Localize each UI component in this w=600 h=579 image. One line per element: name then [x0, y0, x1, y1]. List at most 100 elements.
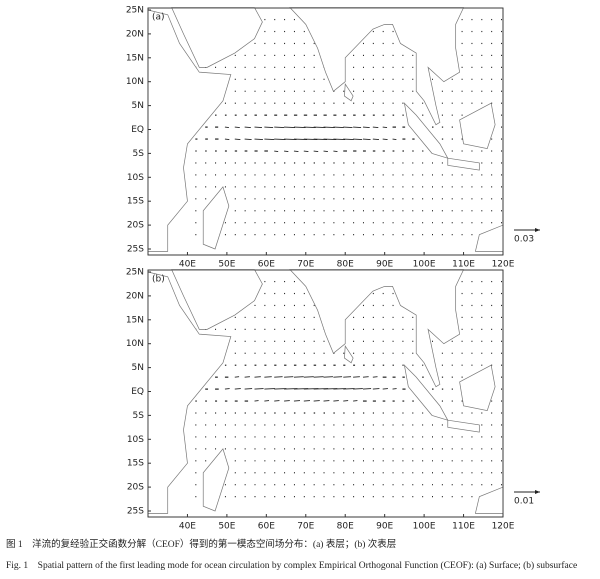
lat-label: 15N: [126, 53, 144, 63]
lon-label: 110E: [452, 260, 475, 270]
vector: [293, 400, 300, 402]
reference-arrowhead: [535, 490, 540, 494]
vector: [333, 126, 344, 129]
vector: [254, 388, 264, 390]
vector: [323, 150, 328, 152]
lat-label: 5S: [133, 149, 145, 159]
land: [289, 269, 465, 388]
vector: [343, 388, 355, 390]
vector: [244, 388, 253, 390]
lon-label: 40E: [179, 522, 196, 532]
vector: [303, 376, 314, 378]
vector: [224, 126, 229, 129]
land: [202, 448, 230, 512]
lat-label: 20S: [127, 483, 144, 493]
vector: [303, 400, 310, 402]
lon-label: 80E: [337, 522, 354, 532]
lat-label: 10S: [127, 435, 144, 445]
caption-zh: 图 1 洋流的复经验正交函数分解（CEOF）得到的第一模态空间场分布：(a) 表…: [6, 538, 396, 550]
lat-label: 5N: [132, 101, 144, 111]
panel-border: [147, 269, 504, 518]
vector: [362, 138, 371, 141]
lon-label: 40E: [179, 260, 196, 270]
vector: [244, 376, 250, 378]
vector: [323, 376, 333, 378]
lon-label: 120E: [492, 522, 515, 532]
vector: [372, 388, 380, 390]
map-panel: (a) 25N 20N 15N 10N 5N EQ 5S 10S 15S 20S 25S 40E 50E 6…: [126, 6, 540, 270]
vector: [274, 138, 286, 141]
vector: [333, 150, 338, 152]
lat-label: EQ: [131, 387, 144, 397]
lon-label: 70E: [297, 260, 314, 270]
vector: [353, 388, 363, 390]
vector: [234, 376, 240, 378]
vector: [362, 388, 372, 390]
land: [344, 83, 354, 102]
reference-label: 0.03: [514, 235, 534, 245]
lat-label: 25S: [127, 245, 144, 255]
vector: [264, 126, 274, 129]
lon-label: 90E: [376, 522, 393, 532]
lon-label: 120E: [492, 260, 515, 270]
vector: [224, 388, 230, 390]
lat-label: 5S: [133, 411, 145, 421]
vector: [343, 400, 349, 402]
land: [171, 269, 263, 330]
vector: [313, 376, 324, 378]
vector: [313, 400, 320, 402]
lat-label: 10N: [126, 339, 144, 349]
lat-label: 25N: [126, 6, 144, 16]
vector: [343, 126, 353, 129]
lat-label: 25N: [126, 268, 144, 278]
vector: [254, 376, 261, 378]
vector: [392, 388, 397, 390]
lat-label: EQ: [131, 125, 144, 135]
vector: [333, 138, 346, 141]
vector: [244, 126, 251, 129]
lat-label: 20S: [127, 221, 144, 231]
vector: [293, 376, 304, 378]
land: [344, 345, 354, 364]
panel-label: (a): [152, 13, 165, 23]
vector: [382, 126, 388, 129]
lon-label: 60E: [258, 260, 275, 270]
vector: [284, 400, 290, 402]
lon-label: 90E: [376, 260, 393, 270]
land: [289, 7, 465, 126]
lon-label: 50E: [218, 522, 235, 532]
lat-label: 15N: [126, 315, 144, 325]
land: [147, 271, 232, 514]
land: [202, 186, 230, 250]
vector: [234, 138, 241, 141]
vector: [382, 138, 388, 141]
vector: [343, 376, 352, 378]
lon-label: 110E: [452, 522, 475, 532]
land: [147, 9, 232, 252]
vector: [372, 376, 378, 378]
vector: [313, 126, 326, 129]
reference-label: 0.01: [514, 497, 534, 507]
lat-label: 20N: [126, 29, 144, 39]
caption-en: Fig. 1 Spatial pattern of the first lead…: [6, 560, 577, 571]
vector: [343, 138, 354, 141]
vector: [382, 388, 388, 390]
vector: [274, 150, 279, 152]
lat-label: 5N: [132, 363, 144, 373]
vector: [392, 138, 397, 141]
vector: [353, 126, 362, 129]
vector: [313, 150, 319, 152]
lat-label: 10N: [126, 77, 144, 87]
panel-label: (b): [152, 275, 165, 285]
vector: [362, 376, 369, 378]
land: [459, 102, 496, 150]
vector: [284, 150, 289, 152]
lat-label: 25S: [127, 507, 144, 517]
vector: [254, 400, 259, 402]
vector: [362, 126, 370, 129]
vector: [333, 376, 343, 378]
vector: [264, 400, 270, 402]
lon-label: 100E: [413, 260, 436, 270]
vector: [234, 388, 241, 390]
